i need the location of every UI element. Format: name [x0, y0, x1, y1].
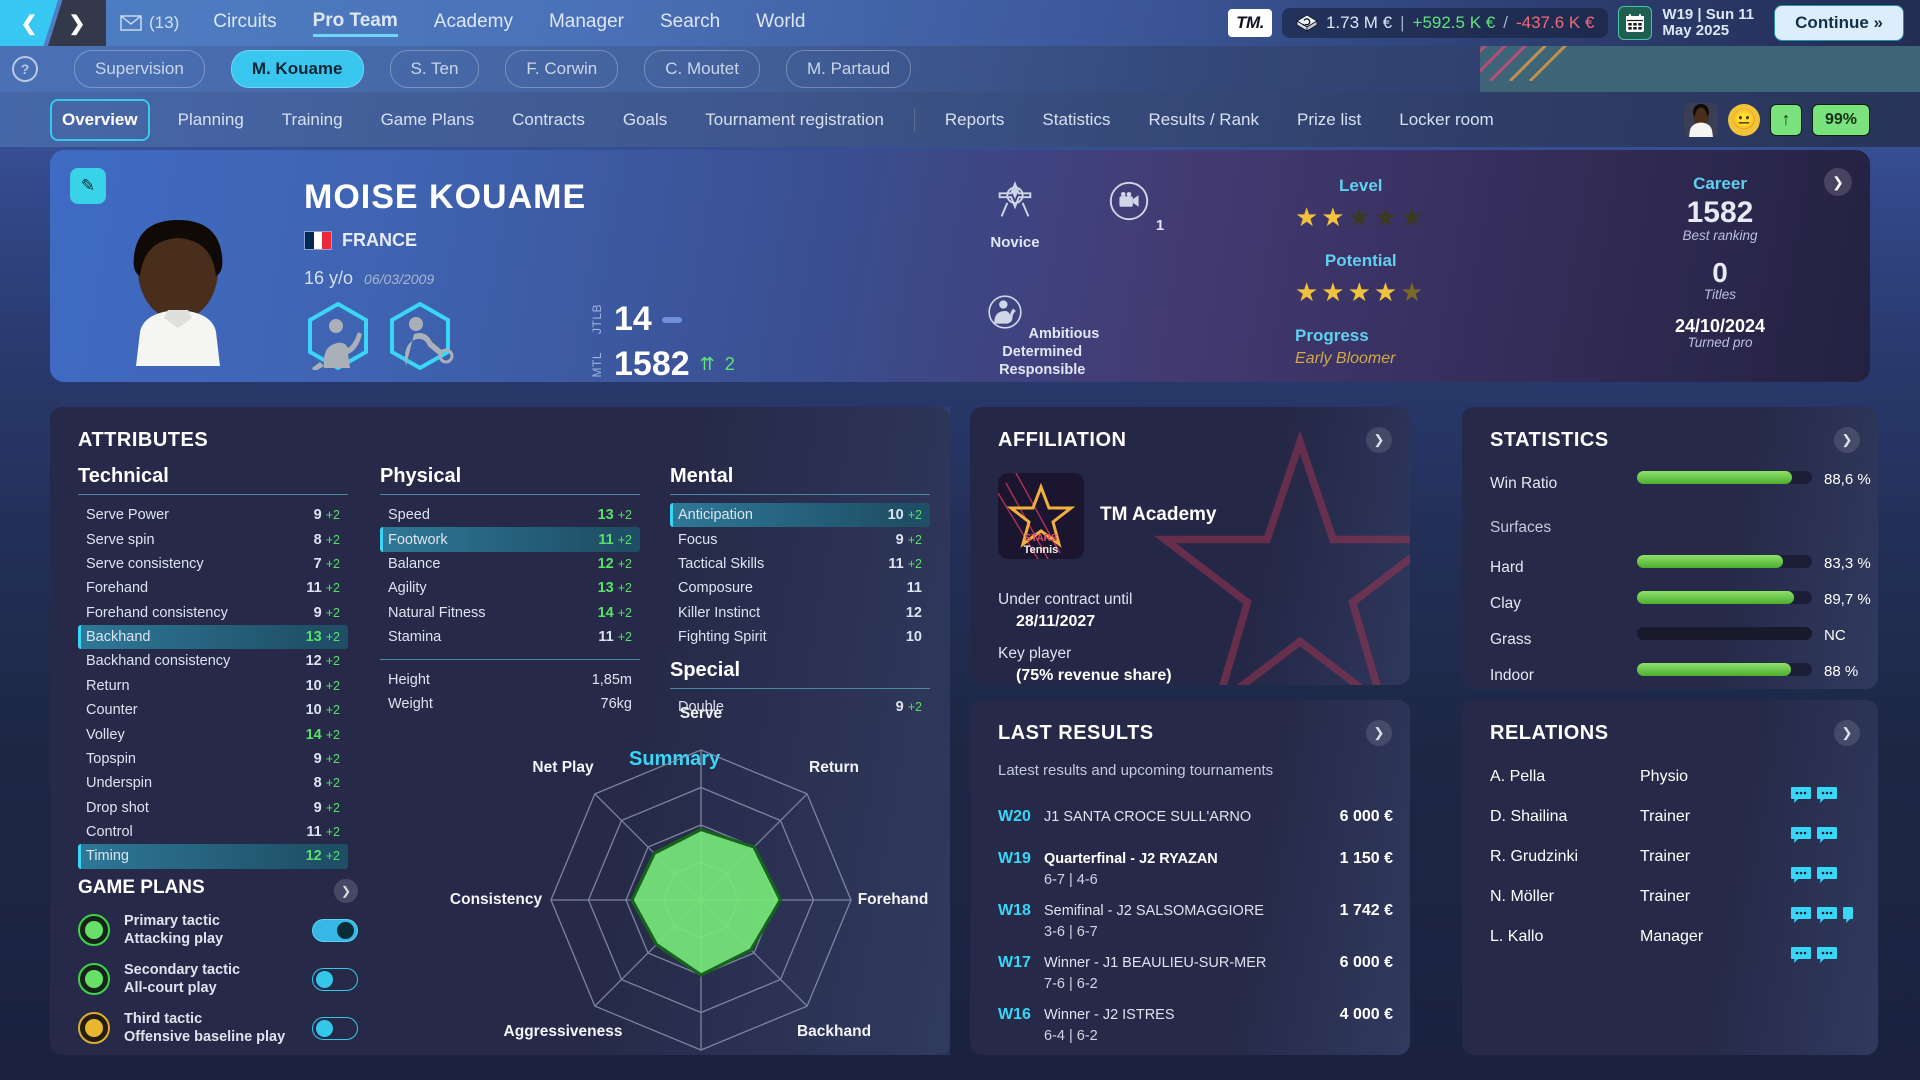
svg-text:STARS: STARS	[1024, 533, 1057, 544]
svg-text:Tennis: Tennis	[1024, 544, 1059, 556]
